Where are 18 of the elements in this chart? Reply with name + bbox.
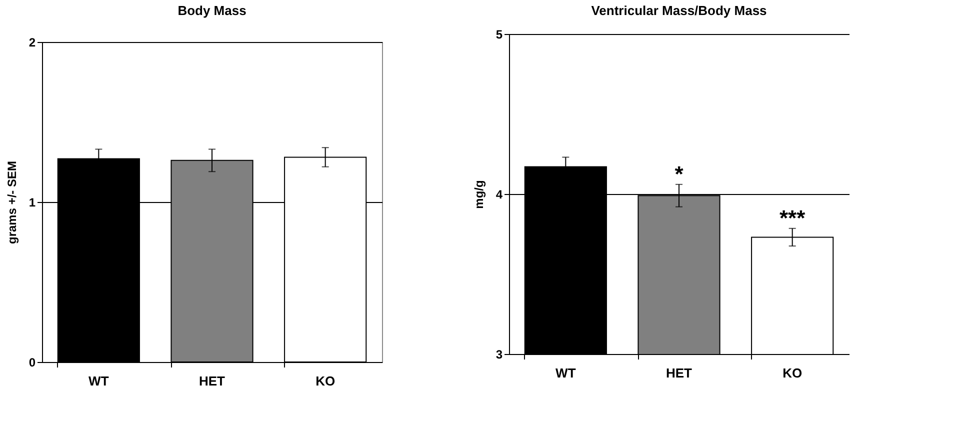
x-tick-label: WT <box>88 374 109 388</box>
annotation: * <box>674 161 684 186</box>
y-tick-label: 2 <box>28 36 36 50</box>
x-tick-label: WT <box>556 366 576 380</box>
chart-title: Body Mass <box>178 3 246 18</box>
x-tick-label: KO <box>782 366 802 380</box>
y-tick-label: 0 <box>28 356 36 370</box>
y-tick-label: 3 <box>496 348 503 362</box>
x-tick-label: KO <box>316 374 336 388</box>
y-axis-title: grams +/- SEM <box>4 160 19 244</box>
x-tick-label: HET <box>666 366 692 380</box>
x-tick-label: HET <box>199 374 226 388</box>
chart-title: Ventricular Mass/Body Mass <box>591 3 767 18</box>
annotation: *** <box>779 205 806 230</box>
y-axis-title: mg/g <box>472 180 486 209</box>
y-tick-label: 1 <box>28 196 36 210</box>
y-tick-label: 4 <box>496 188 503 202</box>
y-tick-label: 5 <box>496 28 503 42</box>
